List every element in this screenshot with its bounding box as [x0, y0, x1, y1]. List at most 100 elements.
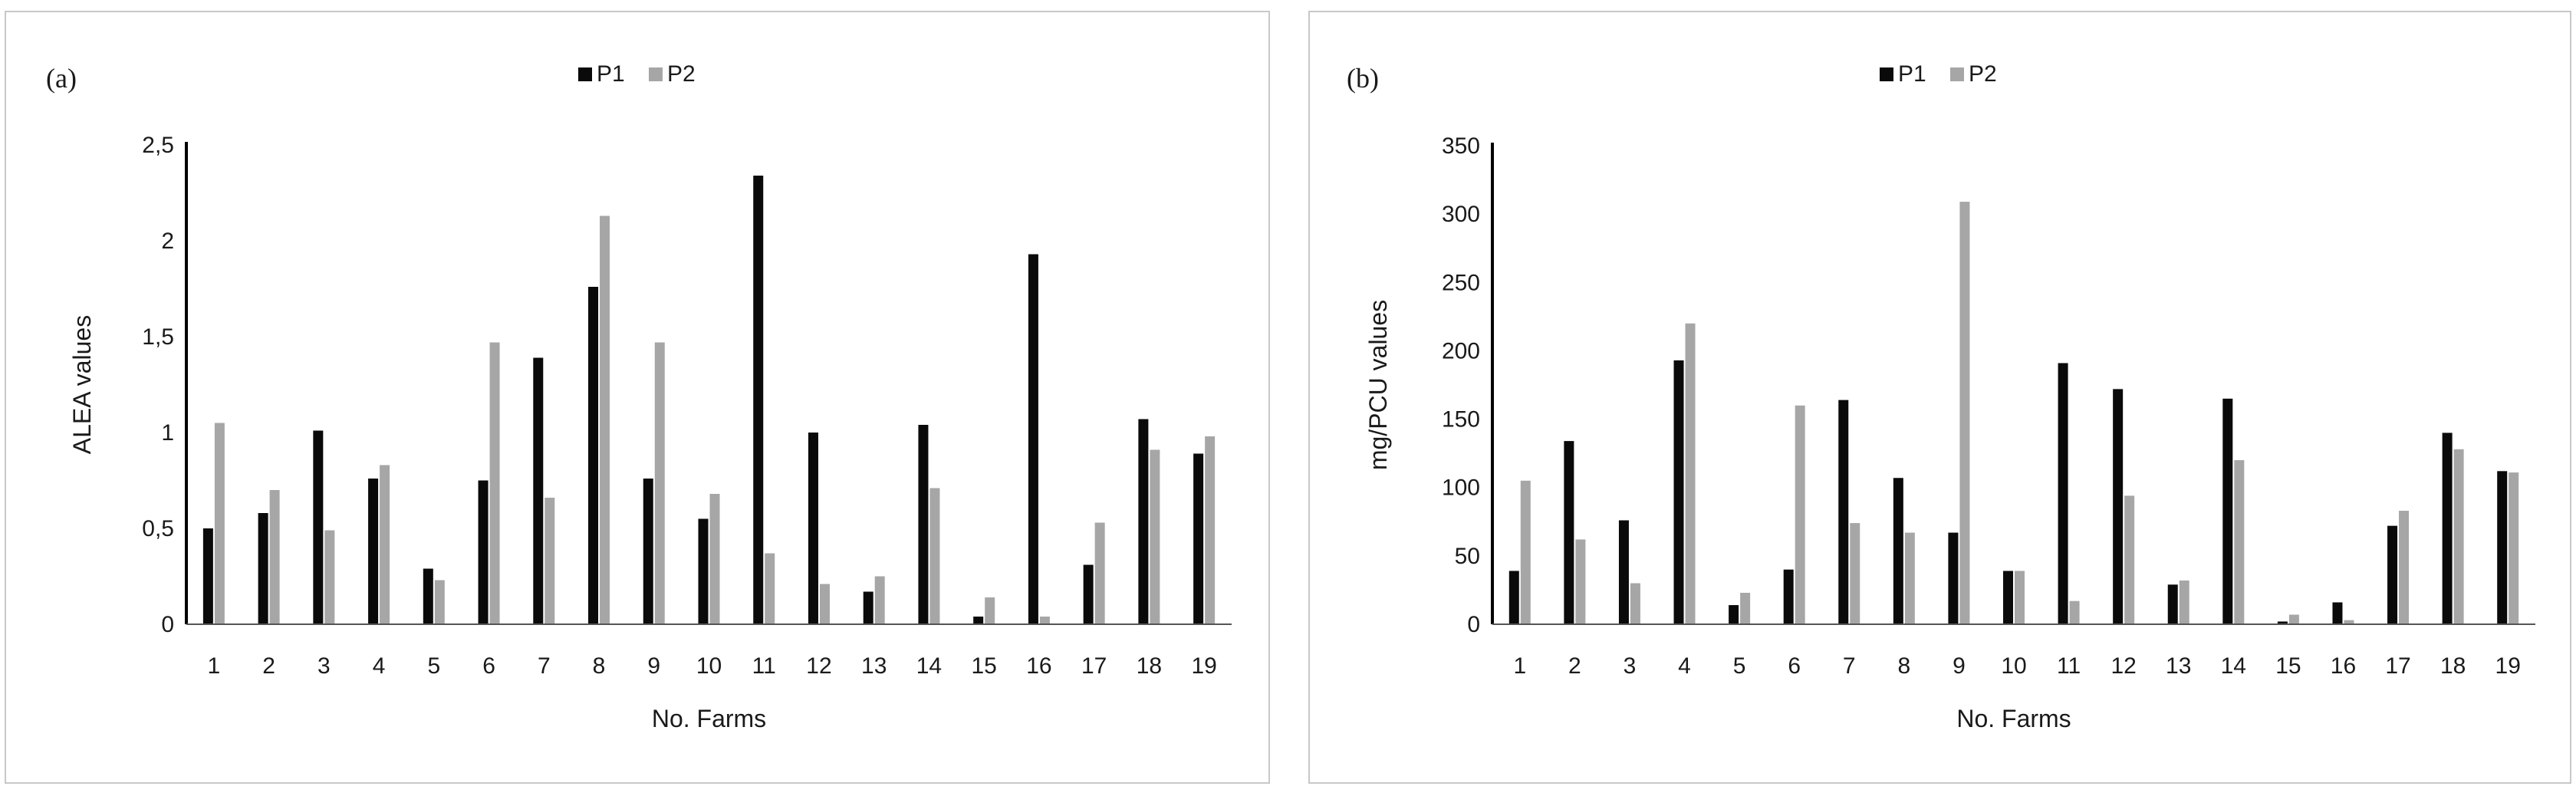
- y-tick-label: 300: [1442, 202, 1480, 227]
- bar-p1-farm-8: [1893, 478, 1903, 624]
- bar-p2-farm-14: [929, 488, 940, 624]
- bar-p2-farm-16: [2344, 620, 2354, 624]
- bar-p1-farm-9: [1948, 532, 1959, 624]
- x-axis-title: No. Farms: [1956, 705, 2071, 732]
- x-tick-label: 4: [1678, 653, 1691, 679]
- x-tick-label: 4: [373, 653, 386, 679]
- bar-p1-farm-18: [1138, 419, 1149, 624]
- bar-p2-farm-13: [874, 576, 885, 624]
- bar-p2-farm-5: [434, 580, 445, 624]
- x-tick-label: 2: [1568, 653, 1581, 679]
- bar-p2-farm-6: [489, 342, 500, 624]
- bar-p2-farm-10: [709, 494, 720, 624]
- x-tick-label: 1: [208, 653, 221, 679]
- bar-p2-farm-14: [2234, 460, 2245, 624]
- bar-p1-farm-1: [1508, 571, 1519, 624]
- x-tick-label: 12: [2110, 653, 2136, 679]
- legend-swatch-p2: [649, 67, 663, 81]
- bar-p1-farm-1: [202, 528, 213, 624]
- bar-p1-farm-14: [2222, 398, 2233, 624]
- bar-p2-farm-9: [654, 342, 665, 624]
- panel-label: (a): [46, 63, 77, 94]
- x-tick-label: 16: [1026, 653, 1051, 679]
- bar-p1-farm-2: [1564, 441, 1574, 624]
- x-tick-label: 11: [752, 653, 776, 679]
- x-tick-label: 10: [696, 653, 722, 679]
- bar-p1-farm-3: [313, 430, 324, 624]
- x-tick-label: 1: [1513, 653, 1526, 679]
- x-tick-label: 3: [317, 653, 331, 679]
- legend-label-p1: P1: [1898, 61, 1926, 87]
- bar-p2-farm-11: [765, 553, 775, 624]
- bar-p1-farm-8: [588, 287, 599, 624]
- bar-p1-farm-17: [1083, 564, 1094, 624]
- bar-p1-farm-5: [423, 568, 433, 624]
- bar-p2-farm-12: [2124, 495, 2135, 624]
- x-tick-label: 17: [2385, 653, 2410, 679]
- x-tick-label: 7: [538, 653, 551, 679]
- legend: P1 P2: [578, 61, 696, 87]
- bar-p2-farm-8: [1904, 532, 1915, 624]
- y-tick-label: 200: [1442, 338, 1480, 364]
- x-tick-label: 10: [2001, 653, 2026, 679]
- bar-p1-farm-10: [698, 518, 709, 624]
- x-tick-label: 13: [861, 653, 887, 679]
- bar-p1-farm-13: [863, 591, 873, 624]
- bar-p1-farm-12: [2113, 389, 2124, 624]
- bar-p2-farm-16: [1039, 617, 1050, 624]
- bar-p2-farm-19: [2509, 472, 2519, 624]
- bar-p1-farm-6: [1783, 569, 1794, 624]
- bar-p2-farm-15: [2288, 614, 2299, 624]
- bar-p2-farm-1: [1520, 480, 1531, 624]
- bar-p1-farm-4: [1673, 360, 1684, 624]
- bar-p1-farm-18: [2442, 433, 2453, 624]
- x-tick-label: 17: [1081, 653, 1107, 679]
- bar-p2-farm-12: [819, 584, 830, 624]
- bar-p1-farm-9: [643, 479, 653, 624]
- y-tick-label: 50: [1455, 544, 1480, 569]
- bar-p1-farm-10: [2003, 571, 2013, 624]
- bar-p2-farm-3: [324, 530, 335, 624]
- y-axis-title: ALEA values: [68, 315, 96, 454]
- bar-p2-farm-7: [1850, 523, 1860, 624]
- y-tick-label: 100: [1442, 475, 1480, 501]
- bar-p2-farm-7: [544, 498, 555, 624]
- x-tick-label: 8: [593, 653, 606, 679]
- x-tick-label: 19: [2495, 653, 2521, 679]
- bar-p1-farm-15: [2277, 621, 2288, 624]
- y-tick-label: 0: [161, 612, 174, 637]
- bar-p1-farm-7: [533, 357, 544, 624]
- bar-p2-farm-4: [1685, 323, 1696, 624]
- bar-p1-farm-17: [2387, 525, 2398, 624]
- bar-p2-farm-4: [380, 465, 390, 624]
- bar-p2-farm-8: [600, 215, 610, 624]
- bar-p2-farm-10: [2015, 571, 2025, 624]
- bar-p2-farm-5: [1740, 592, 1751, 624]
- bar-p2-farm-9: [1959, 202, 1970, 624]
- y-axis-title: mg/PCU values: [1364, 300, 1392, 470]
- bar-p1-farm-7: [1838, 400, 1849, 624]
- bar-p2-farm-11: [2069, 600, 2080, 624]
- bar-p1-farm-16: [1028, 254, 1038, 624]
- chart-panel-b: (b) P1 P2 0 50 100 150 200 250 300 350 1 2 3 4 5 6 7 8 9 10 1…: [1308, 11, 2571, 784]
- panel-label: (b): [1347, 63, 1379, 94]
- y-tick-label: 0: [1467, 612, 1480, 637]
- x-tick-label: 2: [262, 653, 275, 679]
- bar-p2-farm-1: [214, 423, 225, 624]
- legend-label-p2: P2: [667, 61, 696, 87]
- chart-panel-a: (a) P1 P2 0 0,5 1 1,5 2 2,5 1 2 3 4 5 6 7 8 9 10 11 12 13 14 15…: [5, 11, 1270, 784]
- bar-p2-farm-6: [1795, 405, 1805, 624]
- y-tick-label: 2: [161, 229, 174, 254]
- x-tick-label: 5: [427, 653, 440, 679]
- x-tick-label: 14: [916, 653, 942, 679]
- x-tick-label: 15: [971, 653, 996, 679]
- bar-p2-farm-13: [2179, 580, 2189, 624]
- bar-p1-farm-13: [2167, 584, 2178, 624]
- bar-p1-farm-12: [808, 433, 818, 624]
- y-tick-label: 1: [161, 420, 174, 446]
- bar-p2-farm-15: [985, 597, 995, 624]
- bar-p1-farm-3: [1618, 520, 1629, 624]
- x-tick-label: 18: [2440, 653, 2466, 679]
- bar-p2-farm-3: [1630, 583, 1640, 624]
